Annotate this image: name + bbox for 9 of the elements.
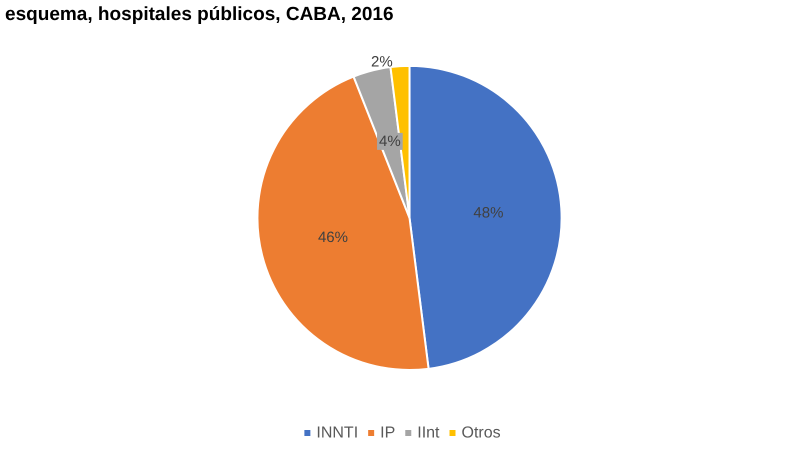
legend-label: IP xyxy=(380,424,396,442)
legend-label: IInt xyxy=(417,424,440,442)
legend-label: Otros xyxy=(462,424,501,442)
data-label: 4% xyxy=(379,132,401,150)
data-label: 2% xyxy=(371,54,393,71)
data-label: 48% xyxy=(473,204,504,222)
legend-label: INNTI xyxy=(316,424,358,442)
data-label: 46% xyxy=(318,229,348,246)
chart-title: esquema, hospitales públicos, CABA, 2016 xyxy=(5,4,394,25)
